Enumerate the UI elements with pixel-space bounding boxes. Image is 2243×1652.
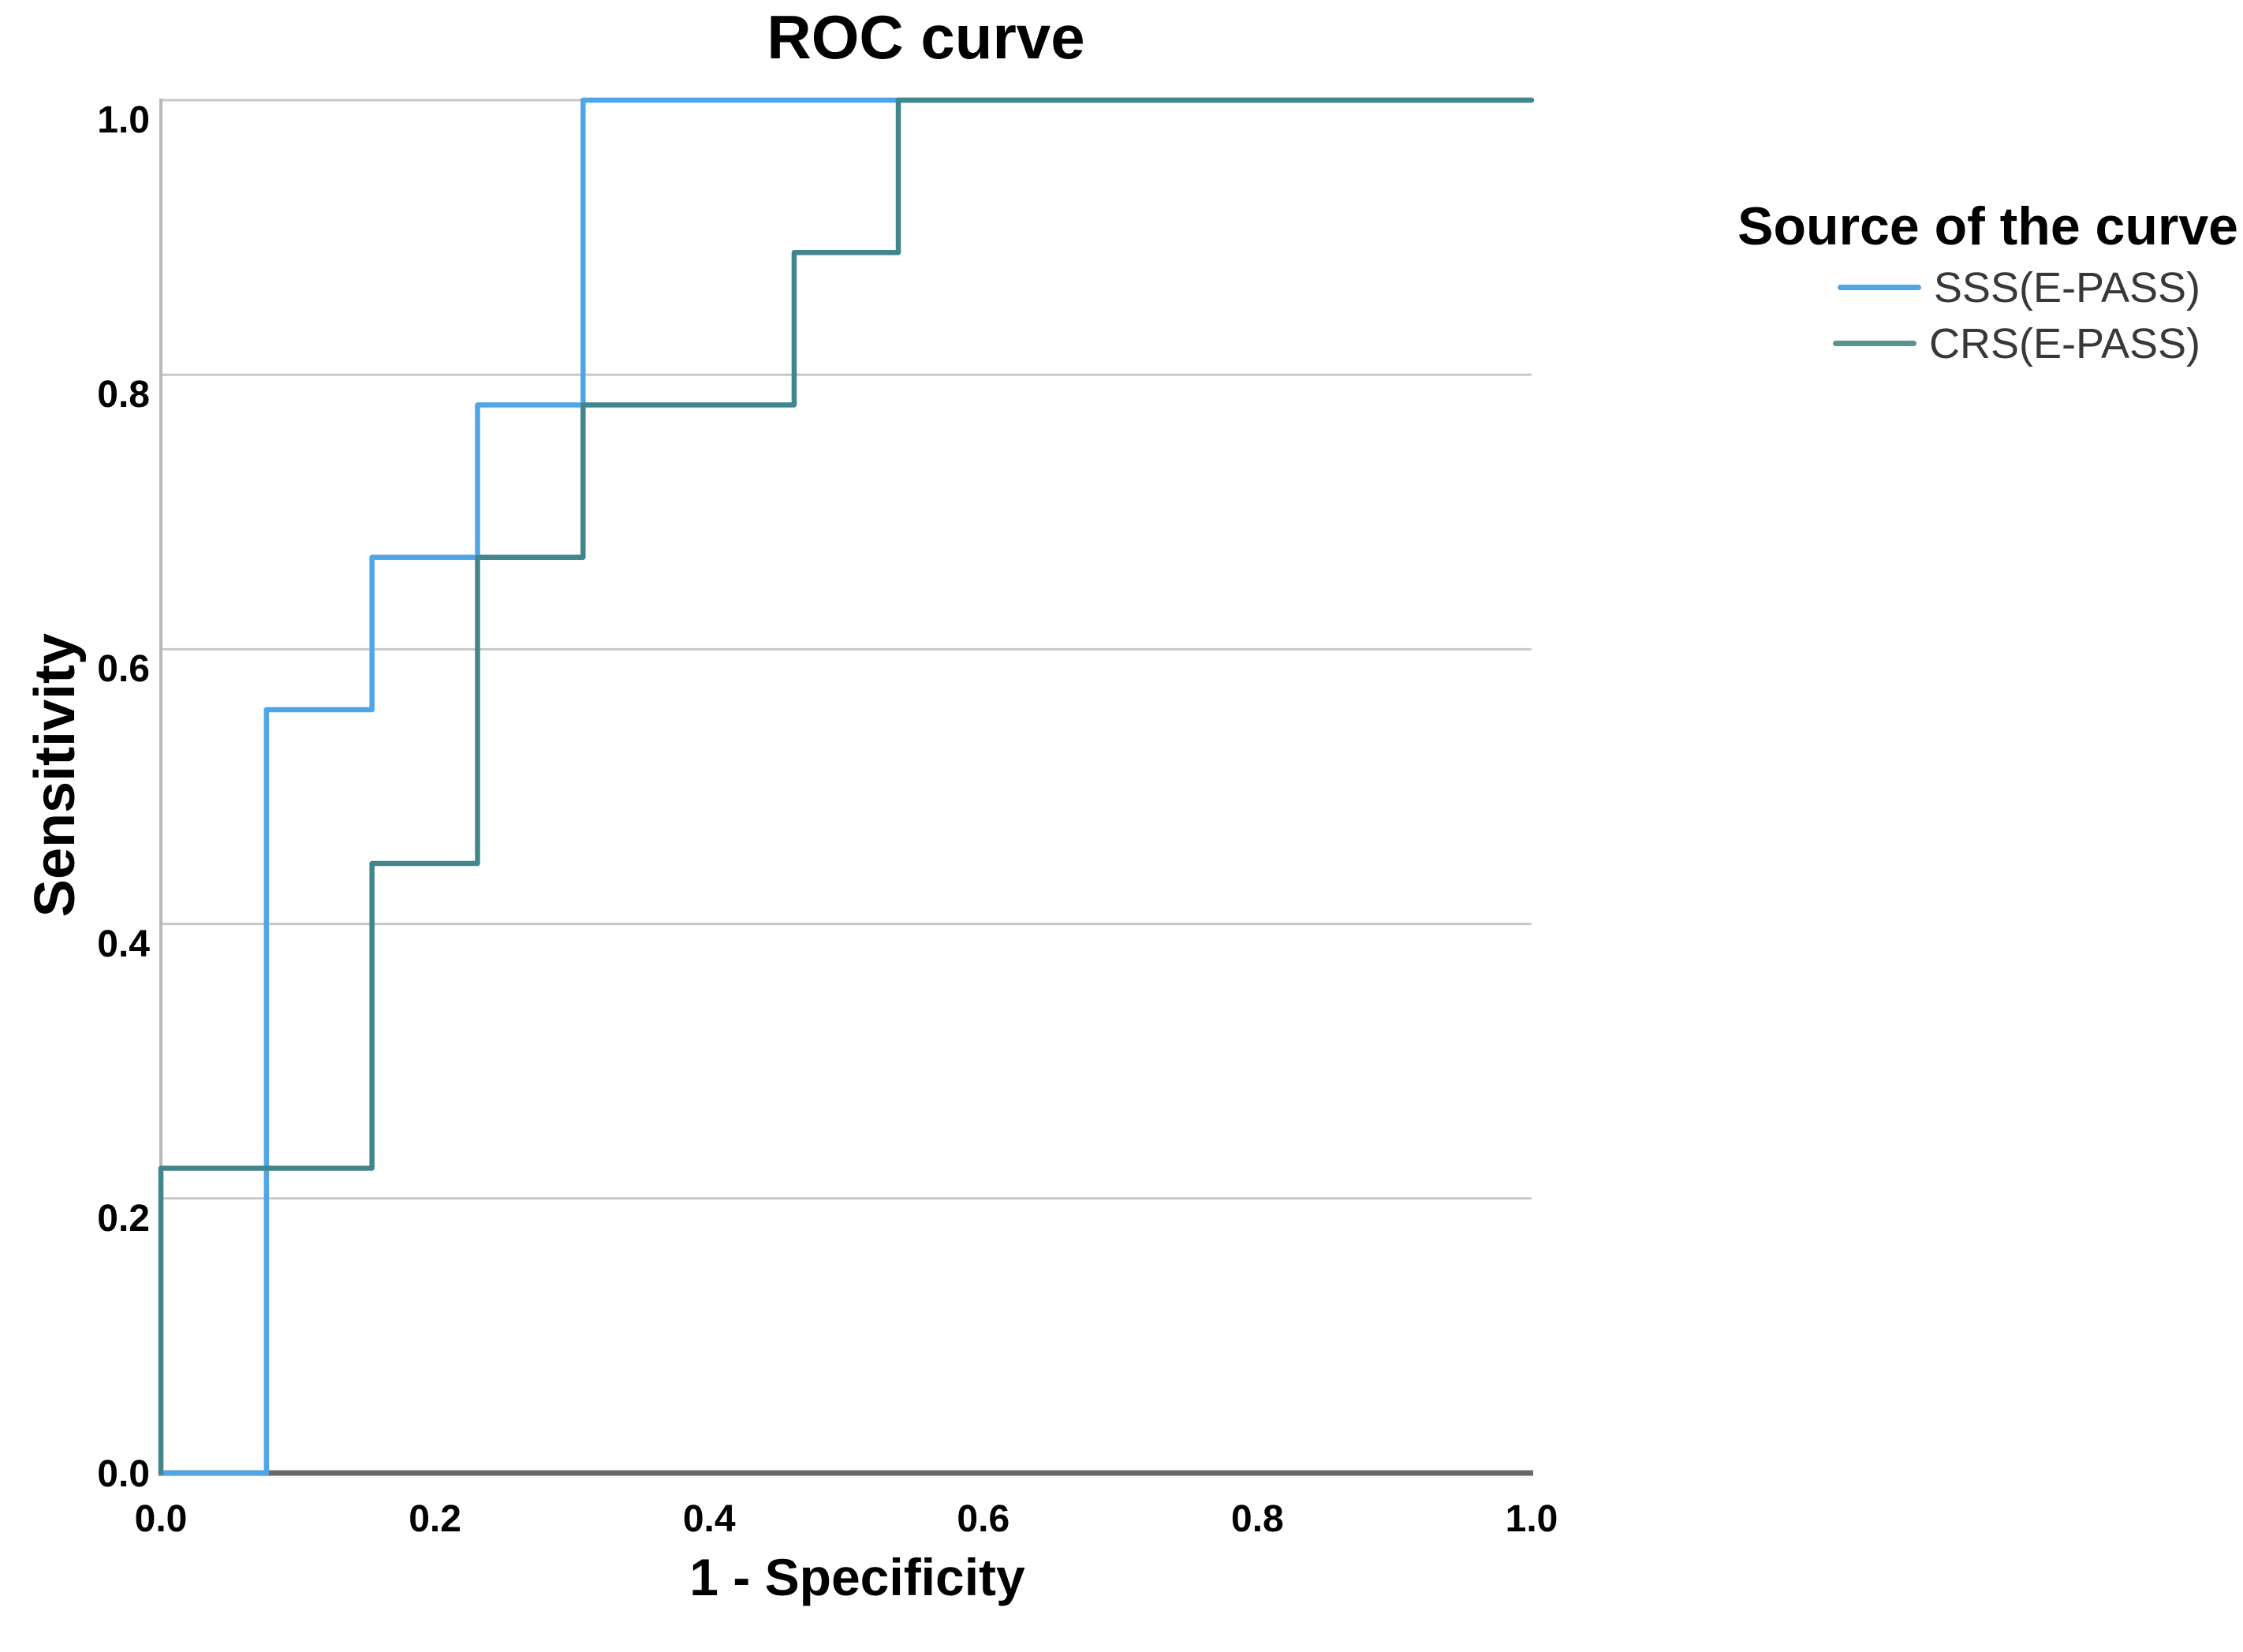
legend-item-label: SSS(E-PASS) [1933, 263, 2200, 311]
legend-item-sss-e-pass: SSS(E-PASS) [1737, 259, 2238, 315]
legend-items: SSS(E-PASS) CRS(E-PASS) [1737, 259, 2238, 371]
roc-curve-sss-e-pass [158, 97, 1535, 1476]
x-tick-label-0.2: 0.2 [409, 1498, 461, 1540]
legend-swatch-crs-e-pass [1832, 341, 1916, 346]
legend: Source of the curve SSS(E-PASS) CRS(E-PAS… [1737, 195, 2238, 371]
y-tick-label-0.6: 0.6 [97, 648, 150, 691]
y-tick-label-1.0: 1.0 [97, 99, 150, 141]
y-tick-label-0.8: 0.8 [97, 374, 150, 416]
legend-title: Source of the curve [1737, 196, 2238, 256]
x-axis-title: 1 - Specificity [689, 1548, 1025, 1606]
legend-swatch-sss-e-pass [1837, 285, 1921, 290]
legend-item-crs-e-pass: CRS(E-PASS) [1737, 315, 2238, 371]
y-tick-label-0.0: 0.0 [97, 1453, 150, 1495]
x-tick-label-0.6: 0.6 [957, 1498, 1010, 1540]
x-tick-label-0.8: 0.8 [1231, 1498, 1284, 1540]
x-tick-label-1.0: 1.0 [1505, 1498, 1558, 1540]
legend-item-label: CRS(E-PASS) [1928, 319, 2200, 367]
y-tick-label-0.2: 0.2 [97, 1197, 150, 1240]
chart-title: ROC curve [767, 2, 1085, 72]
y-tick-label-0.4: 0.4 [97, 923, 150, 965]
roc-curve-crs-e-pass [158, 97, 1535, 1476]
y-axis-title: Sensitivity [24, 632, 87, 918]
x-tick-label-0.0: 0.0 [134, 1498, 188, 1540]
x-tick-label-0.4: 0.4 [682, 1498, 736, 1540]
